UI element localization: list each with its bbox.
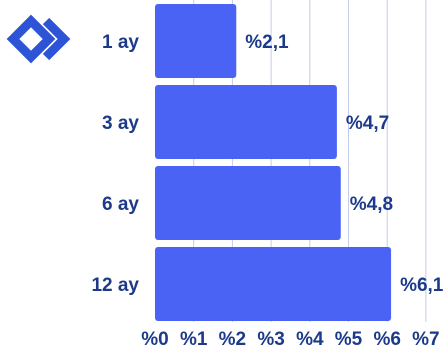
- bar: [155, 247, 392, 321]
- x-tick-label: %7: [412, 329, 439, 350]
- value-label: %6,1: [400, 275, 443, 296]
- x-tick-label: %3: [257, 329, 284, 350]
- category-label: 1 ay: [102, 32, 139, 53]
- category-label: 6 ay: [102, 194, 139, 215]
- labels: %0 %1 %2 %3 %4 %5 %6 %7 1 ay %2,1 3 ay %4,7 6 ay %4,8…: [91, 32, 443, 350]
- x-tick-label: %4: [296, 329, 324, 350]
- x-tick-label: %6: [373, 329, 400, 350]
- bars: [155, 4, 392, 321]
- x-tick-label: %0: [141, 329, 168, 350]
- category-label: 12 ay: [91, 275, 139, 296]
- bar: [155, 166, 341, 240]
- value-label: %2,1: [245, 32, 289, 53]
- bar: [155, 4, 237, 78]
- x-tick-label: %2: [219, 329, 246, 350]
- value-label: %4,7: [346, 113, 389, 134]
- bar: [155, 85, 337, 159]
- x-tick-label: %5: [335, 329, 363, 350]
- double-chevron-logo-icon: [6, 14, 71, 64]
- category-label: 3 ay: [102, 113, 139, 134]
- x-tick-label: %1: [180, 329, 208, 350]
- value-label: %4,8: [350, 194, 393, 215]
